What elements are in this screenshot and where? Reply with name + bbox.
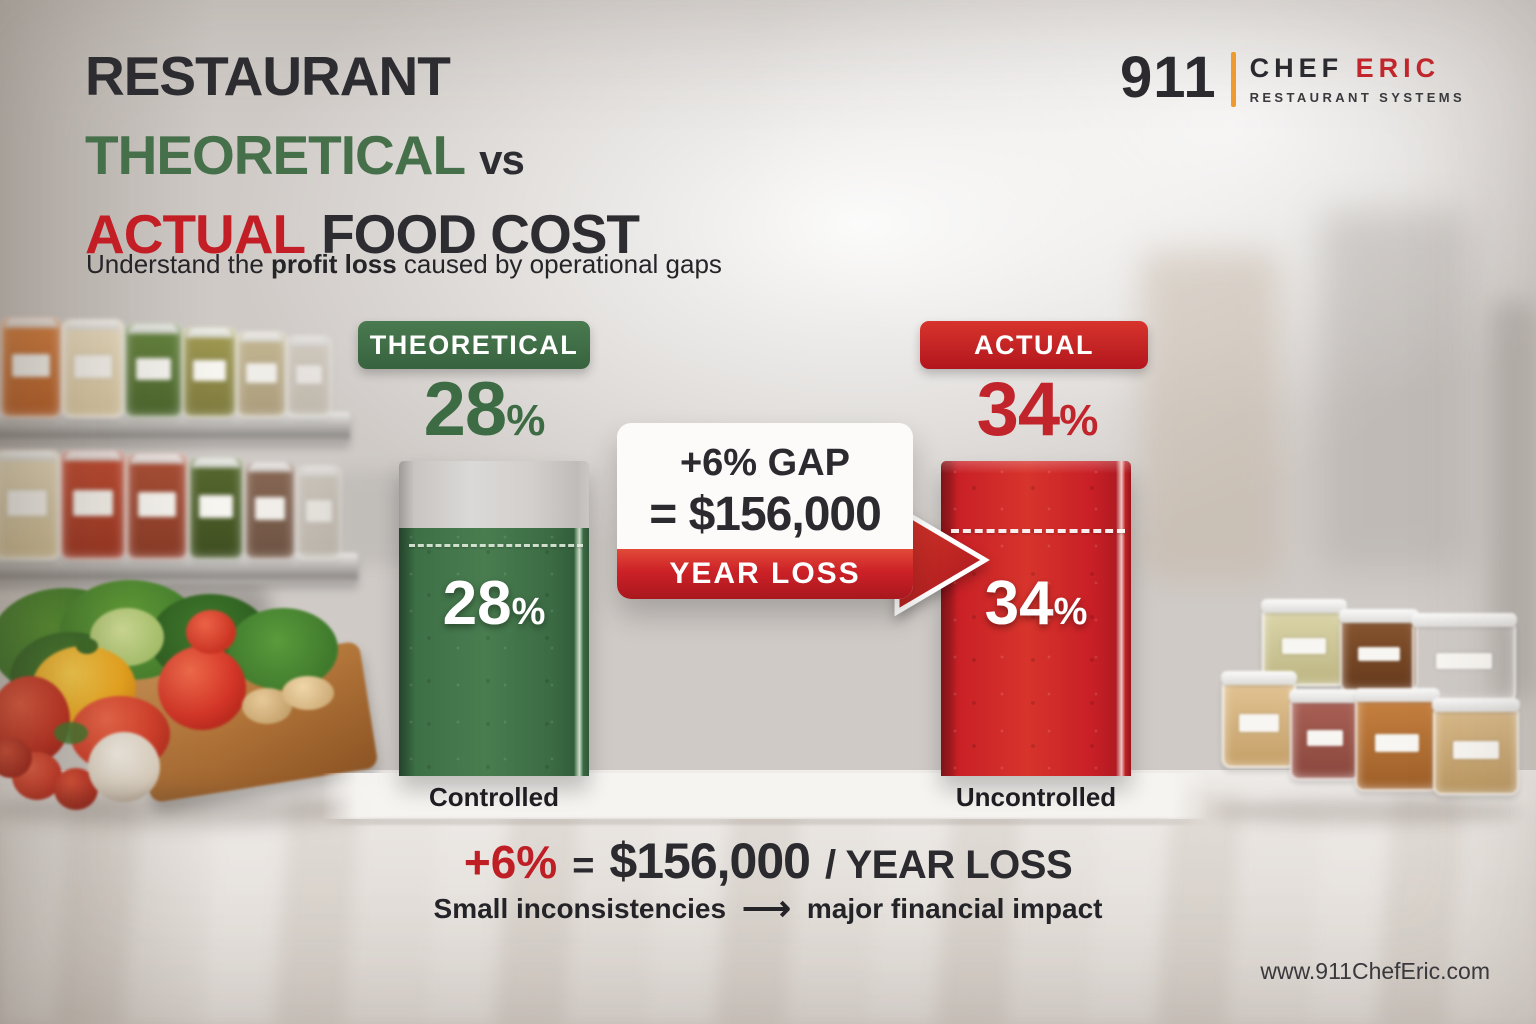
summary-per: / YEAR LOSS bbox=[824, 843, 1073, 887]
title-line-2: THEORETICAL vs bbox=[85, 124, 525, 186]
pantry-jar bbox=[0, 317, 62, 418]
gap-line-1: +6% GAP bbox=[679, 442, 851, 484]
right-arrow-icon: ⟶ bbox=[742, 890, 791, 928]
red-pepper bbox=[158, 646, 246, 730]
note-right: major financial impact bbox=[806, 893, 1103, 924]
pantry-jar bbox=[182, 327, 237, 418]
summary-equals: = bbox=[572, 845, 595, 887]
actual-dash-line bbox=[950, 529, 1126, 533]
food-container bbox=[1289, 689, 1361, 780]
year-loss-banner: YEAR LOSS bbox=[617, 549, 913, 599]
actual-bar-fill bbox=[941, 461, 1131, 776]
website-link[interactable]: www.911ChefEric.com bbox=[1260, 958, 1490, 984]
theoretical-bar-empty-cap bbox=[399, 461, 589, 528]
background-blur-shape bbox=[1140, 250, 1280, 580]
vegetables-photo bbox=[0, 580, 430, 880]
food-containers-photo bbox=[1195, 590, 1536, 830]
background-blur-shape bbox=[1490, 300, 1536, 700]
potato bbox=[282, 676, 334, 710]
background-floor-marble bbox=[0, 790, 1536, 1024]
theoretical-caption: Controlled bbox=[394, 782, 594, 813]
summary-gap: +6% bbox=[463, 836, 558, 888]
theoretical-dash-line bbox=[408, 544, 584, 547]
pepper-stem bbox=[76, 638, 98, 654]
actual-bar-label: 34% bbox=[941, 573, 1131, 643]
pantry-jar bbox=[60, 450, 126, 560]
title-line-3: ACTUAL FOOD COST bbox=[85, 203, 640, 265]
theoretical-bar-fill bbox=[399, 528, 589, 776]
pantry-jar bbox=[62, 319, 124, 418]
logo-brand-name: CHEF ERIC bbox=[1249, 53, 1441, 83]
logo-tagline: RESTAURANT SYSTEMS bbox=[1249, 90, 1466, 105]
page-subtitle: Understand the profit loss caused by ope… bbox=[86, 249, 722, 279]
bar-platform-edge bbox=[322, 818, 1208, 825]
summary-equation: +6% = $156,000 / YEAR LOSS bbox=[0, 832, 1536, 890]
theoretical-badge: THEORETICAL bbox=[358, 321, 590, 369]
background-blur-shape bbox=[1320, 210, 1470, 570]
summary-amount: $156,000 bbox=[609, 833, 811, 889]
pantry-jar bbox=[0, 450, 60, 560]
actual-badge: ACTUAL bbox=[920, 321, 1148, 369]
tomato bbox=[186, 610, 236, 654]
food-container bbox=[1432, 698, 1520, 795]
pantry-shelves-photo bbox=[0, 285, 362, 605]
garlic bbox=[88, 732, 160, 802]
gap-line-2: = $156,000 bbox=[649, 488, 882, 541]
herbs bbox=[228, 608, 338, 690]
logo-divider bbox=[1230, 52, 1236, 107]
pantry-jar bbox=[188, 457, 244, 560]
theoretical-bar: 28% bbox=[399, 461, 589, 776]
containers-shadow bbox=[1210, 798, 1520, 824]
pantry-jar bbox=[126, 453, 188, 560]
vegetables-shadow bbox=[0, 792, 370, 826]
pantry-jar bbox=[244, 461, 296, 560]
title-line-1: RESTAURANT bbox=[85, 45, 451, 107]
pantry-jar bbox=[296, 465, 342, 560]
summary-note: Small inconsistencies ⟶ major financial … bbox=[0, 890, 1536, 928]
pantry-jar bbox=[124, 323, 183, 418]
actual-value: 34% bbox=[927, 372, 1147, 459]
brand-logo: 911 CHEF ERIC RESTAURANT SYSTEMS bbox=[1120, 45, 1466, 110]
theoretical-bar-label: 28% bbox=[399, 573, 589, 643]
pantry-jar bbox=[236, 331, 287, 418]
pantry-jar bbox=[286, 335, 332, 418]
page-title: RESTAURANT THEORETICAL vs ACTUAL FOOD COST bbox=[85, 44, 640, 281]
actual-bar: 34% bbox=[941, 461, 1131, 776]
cherry-tomato bbox=[0, 738, 32, 778]
herb-sprig bbox=[54, 722, 88, 744]
food-container bbox=[1339, 609, 1419, 692]
logo-text-block: CHEF ERIC RESTAURANT SYSTEMS bbox=[1250, 50, 1466, 105]
gap-callout-card: +6% GAP = $156,000 YEAR LOSS bbox=[617, 423, 913, 599]
theoretical-value: 28% bbox=[374, 372, 594, 459]
actual-caption: Uncontrolled bbox=[936, 782, 1136, 813]
logo-number: 911 bbox=[1120, 45, 1217, 110]
note-left: Small inconsistencies bbox=[433, 893, 727, 924]
bar-platform bbox=[322, 773, 1208, 819]
